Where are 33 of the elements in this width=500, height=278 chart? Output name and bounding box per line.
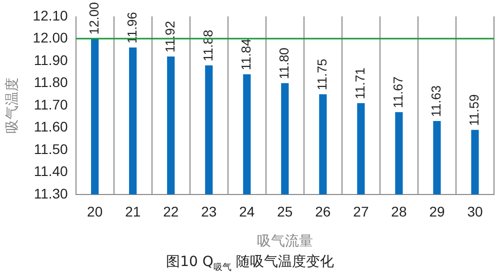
y-tick-label: 11.40 xyxy=(34,163,68,180)
y-axis-title: 吸气温度 xyxy=(3,77,20,134)
y-tick-label: 11.80 xyxy=(34,74,68,90)
data-label: 11.92 xyxy=(162,20,178,52)
x-tick-label: 21 xyxy=(125,204,141,220)
x-tick-label: 20 xyxy=(87,204,103,220)
y-tick-label: 11.50 xyxy=(34,140,68,157)
y-tick-label: 12.00 xyxy=(32,30,68,46)
data-label: 11.59 xyxy=(466,94,482,126)
data-label: 11.71 xyxy=(352,68,368,100)
text: 图10 Q$_{吸气}$ 随吸气温度变化 xyxy=(165,253,335,274)
x-tick-label: 24 xyxy=(239,204,255,220)
x-tick-label: 25 xyxy=(277,204,293,220)
y-tick-label: 11.70 xyxy=(34,96,68,112)
data-label: 11.75 xyxy=(314,58,330,90)
y-tick-label: 12.10 xyxy=(32,7,68,24)
y-tick-label: 11.90 xyxy=(34,52,68,68)
data-label: 11.67 xyxy=(390,76,406,108)
x-tick-label: 22 xyxy=(163,204,179,220)
x-tick-label: 29 xyxy=(429,204,445,220)
x-tick-label: 27 xyxy=(353,204,369,220)
data-label: 11.63 xyxy=(428,85,444,117)
x-tick-label: 30 xyxy=(467,204,483,220)
x-tick-label: 23 xyxy=(201,204,217,220)
data-label: 12.00 xyxy=(86,2,102,35)
data-label: 11.96 xyxy=(124,12,140,44)
y-tick-label: 11.60 xyxy=(34,118,68,135)
x-tick-label: 28 xyxy=(391,204,407,220)
data-label: 11.84 xyxy=(238,38,254,70)
data-label: 11.80 xyxy=(276,48,292,80)
x-axis-title: 吸气流量 xyxy=(256,232,313,248)
x-tick-label: 26 xyxy=(315,204,331,220)
y-tick-label: 11.30 xyxy=(34,185,68,202)
